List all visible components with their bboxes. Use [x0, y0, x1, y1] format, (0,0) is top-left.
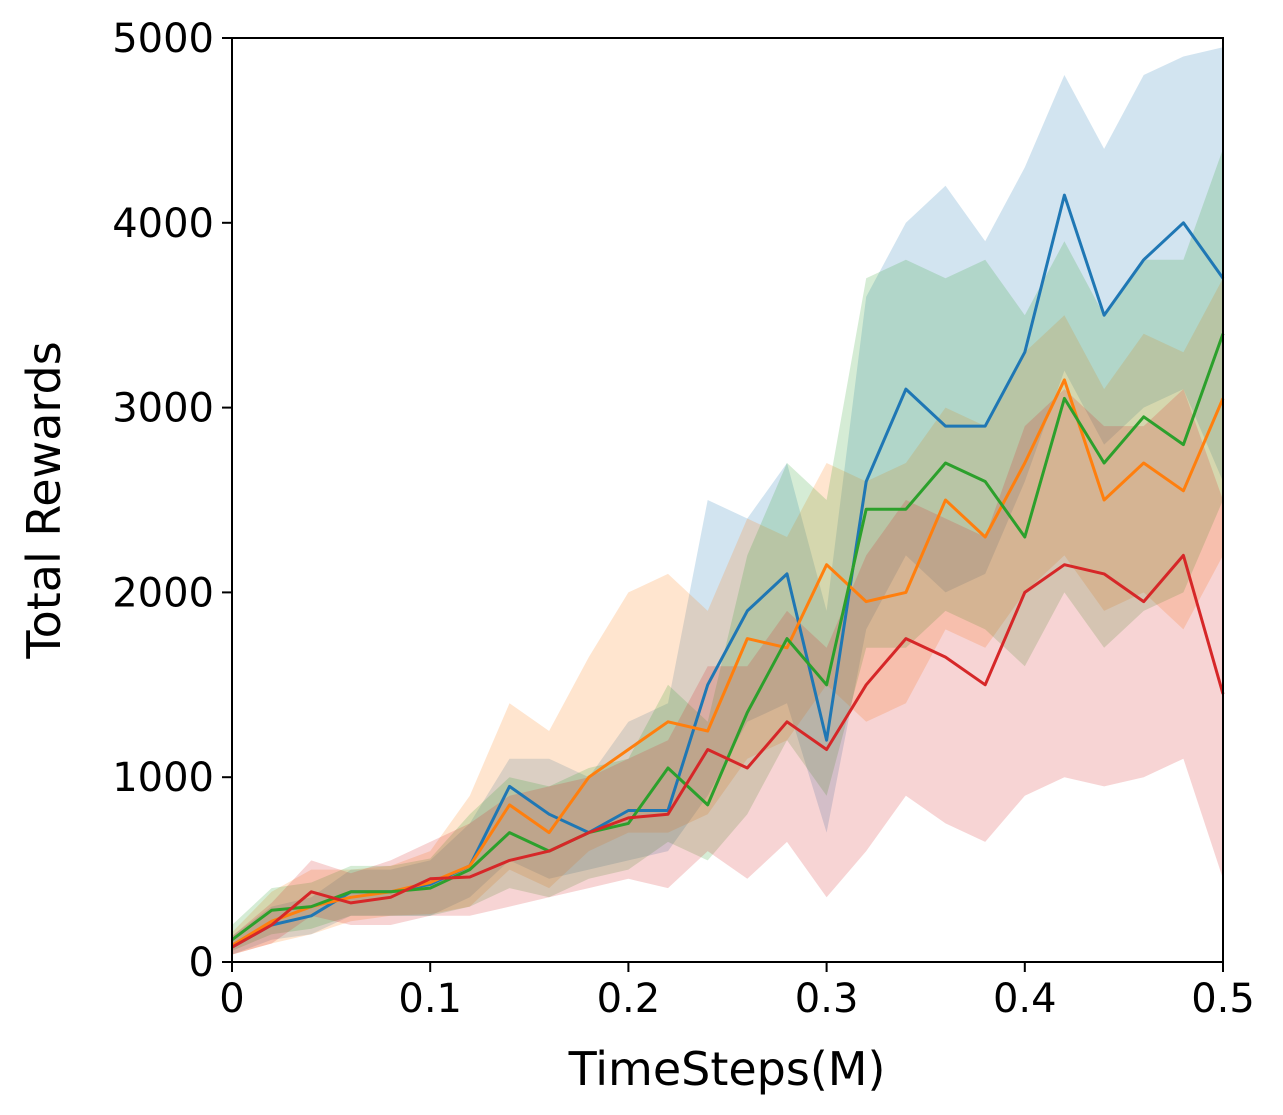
y-tick-label: 2000 [112, 570, 214, 616]
series-2-band [232, 278, 1223, 955]
y-ticks: 0 1000 2000 3000 4000 5000 [112, 16, 232, 986]
series-4-band [232, 389, 1223, 955]
x-ticks: 0 0.1 0.2 0.3 0.4 0.5 [219, 962, 1255, 1022]
series-4-line [231, 553, 1225, 949]
y-tick-label: 4000 [112, 201, 214, 247]
plot-bands [232, 47, 1223, 955]
y-axis-label: Total Rewards [17, 341, 71, 659]
plot-lines [231, 193, 1225, 949]
y-tick-label: 0 [189, 940, 214, 986]
series-1-band [232, 47, 1223, 955]
y-tick-label: 5000 [112, 16, 214, 62]
x-tick-label: 0.3 [795, 976, 859, 1022]
x-tick-label: 0.1 [398, 976, 462, 1022]
x-tick-label: 0.2 [597, 976, 661, 1022]
plot-frame [231, 37, 1224, 963]
x-tick-label: 0 [219, 976, 244, 1022]
x-tick-label: 0.5 [1191, 976, 1255, 1022]
x-axis-label: TimeSteps(M) [568, 1042, 886, 1096]
y-tick-label: 3000 [112, 386, 214, 432]
x-tick-label: 0.4 [993, 976, 1057, 1022]
series-3-band [232, 148, 1223, 951]
y-tick-label: 1000 [112, 755, 214, 801]
